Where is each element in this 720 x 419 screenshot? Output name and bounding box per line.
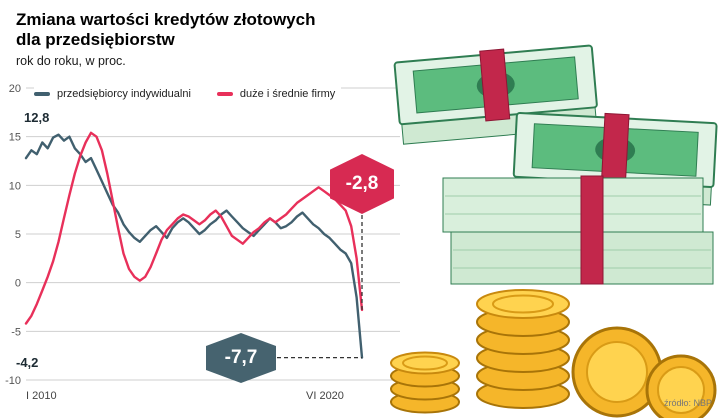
banknote-bundle-top-left — [393, 44, 598, 145]
legend-item-firms: duże i średnie firmy — [216, 88, 336, 100]
bundle-band — [479, 48, 511, 122]
line-chart: 20 15 10 5 0 -5 -10 — [5, 83, 400, 387]
svg-text:0: 0 — [15, 278, 21, 290]
source-note: źródło: NBP — [663, 398, 712, 408]
legend-marker-individual — [34, 92, 50, 96]
coin-standing-small — [645, 354, 717, 418]
coin-standing-large — [571, 326, 663, 418]
chart-legend: przedsiębiorcy indywidualni duże i średn… — [34, 86, 342, 102]
legend-marker-firms — [216, 92, 233, 96]
banknote-pile — [442, 175, 714, 285]
title-line-1: Zmiana wartości kredytów złotowych — [16, 10, 316, 29]
legend-item-individual: przedsiębiorcy indywidualni — [34, 88, 191, 100]
coin-stack-small — [390, 351, 460, 414]
legend-label-individual: przedsiębiorcy indywidualni — [57, 88, 191, 100]
svg-text:10: 10 — [9, 180, 21, 192]
x-axis-label-end: VI 2020 — [306, 390, 344, 402]
bundle-band — [600, 112, 630, 188]
title-line-2: dla przedsiębiorstw — [16, 30, 175, 50]
subtitle: rok do roku, w proc. — [16, 54, 126, 69]
header: Zmiana wartości kredytów złotowych dla p… — [16, 10, 315, 68]
svg-text:-10: -10 — [5, 375, 21, 387]
red-callout-value: -2,8 — [345, 173, 379, 194]
svg-text:-5: -5 — [11, 326, 21, 338]
coin-stack-large — [476, 289, 570, 409]
red-series-start-value: -4,2 — [16, 355, 39, 370]
svg-text:5: 5 — [15, 229, 21, 241]
money-illustration — [390, 44, 718, 418]
page-title: Zmiana wartości kredytów złotowych dla p… — [16, 10, 315, 50]
svg-text:20: 20 — [9, 83, 21, 95]
pile-band — [580, 175, 604, 285]
blue-callout-value: -7,7 — [224, 347, 258, 368]
legend-label-firms: duże i średnie firmy — [239, 88, 336, 100]
banknote-bundle-top-right — [512, 111, 718, 206]
blue-series-start-value: 12,8 — [24, 110, 50, 125]
x-axis-label-start: I 2010 — [26, 390, 57, 402]
svg-text:15: 15 — [9, 132, 21, 144]
